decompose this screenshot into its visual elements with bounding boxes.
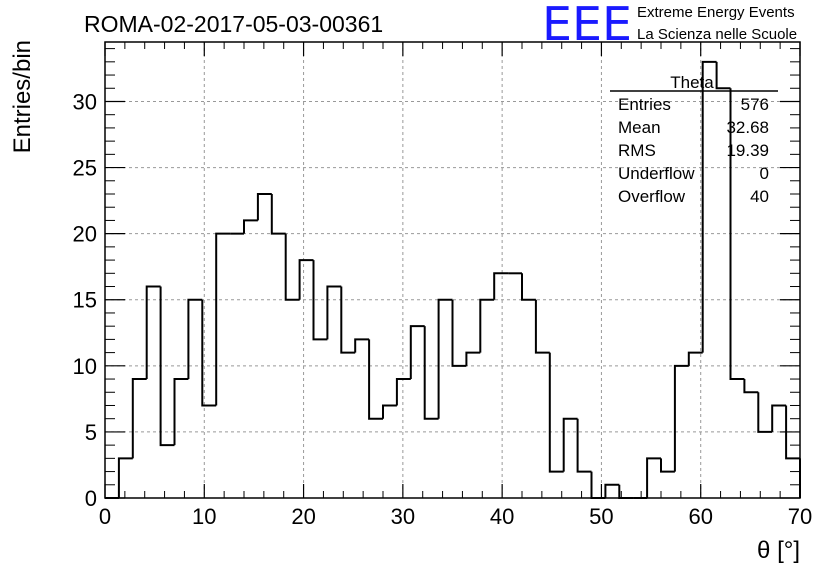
plot-frame bbox=[104, 41, 801, 499]
y-axis-label: Entries/bin bbox=[9, 40, 36, 153]
histogram-bin bbox=[743, 379, 759, 394]
histogram-bin bbox=[284, 233, 300, 301]
stats-row-value: 40 bbox=[750, 187, 769, 206]
x-tick-label: 70 bbox=[788, 504, 812, 529]
histogram-bin bbox=[687, 351, 703, 366]
histogram-bin bbox=[437, 298, 453, 419]
histogram-bin bbox=[465, 351, 481, 366]
histogram-bin bbox=[131, 378, 147, 459]
histogram-bin bbox=[187, 298, 203, 380]
histogram-bin bbox=[159, 286, 175, 447]
stats-row-label: Underflow bbox=[618, 164, 695, 183]
y-tick-label: 0 bbox=[85, 486, 97, 511]
y-tick-label: 30 bbox=[73, 89, 97, 114]
histogram-bin bbox=[660, 458, 675, 473]
stats-rows: Entries 576 Mean 32.68 RMS 19.39 Underflow 0 Ove… bbox=[618, 95, 769, 206]
stats-row-label: Mean bbox=[618, 118, 661, 137]
histogram-bin bbox=[117, 457, 133, 498]
histogram-bin bbox=[715, 61, 731, 90]
histogram-bin bbox=[771, 404, 787, 432]
histogram-bin bbox=[340, 286, 356, 354]
stats-box: Theta Entries 576 Mean 32.68 RMS 19.39 Underfl… bbox=[610, 73, 778, 206]
histogram-bin bbox=[312, 260, 328, 341]
x-tick-label: 0 bbox=[99, 504, 111, 529]
stats-row-label: RMS bbox=[618, 141, 656, 160]
histogram-bin bbox=[590, 471, 606, 499]
histogram-bars bbox=[105, 60, 801, 499]
y-tick-label: 25 bbox=[73, 156, 97, 181]
histogram-bin bbox=[382, 404, 397, 419]
x-tick-labels: 0 10 20 30 40 50 60 70 bbox=[99, 504, 812, 529]
histogram-bin bbox=[534, 299, 550, 354]
histogram-bin bbox=[368, 339, 383, 420]
x-tick-label: 20 bbox=[291, 504, 315, 529]
histogram-bin bbox=[493, 272, 509, 300]
eee-logo-line2: La Scienza nelle Scuole bbox=[637, 26, 797, 43]
histogram-bin bbox=[701, 60, 717, 353]
histogram-bin bbox=[673, 364, 689, 472]
histogram-bin bbox=[576, 418, 592, 473]
stats-row-value: 19.39 bbox=[726, 141, 769, 160]
run-title: ROMA-02-2017-05-03-00361 bbox=[84, 11, 383, 37]
histogram-bin bbox=[201, 299, 217, 407]
y-tick-label: 5 bbox=[85, 420, 97, 445]
histogram-bin bbox=[243, 219, 258, 234]
axis-ticks bbox=[104, 42, 801, 499]
grid-lines bbox=[105, 42, 800, 498]
histogram-bin bbox=[757, 392, 773, 433]
histogram-bin bbox=[298, 259, 314, 300]
stats-row-label: Overflow bbox=[618, 187, 686, 206]
histogram-bin bbox=[326, 285, 342, 340]
histogram-bin bbox=[354, 338, 370, 353]
x-tick-label: 40 bbox=[490, 504, 514, 529]
x-tick-label: 50 bbox=[589, 504, 613, 529]
eee-logo-mark: EEE bbox=[542, 0, 632, 51]
histogram-bin bbox=[256, 193, 272, 221]
x-tick-label: 60 bbox=[688, 504, 712, 529]
y-tick-labels: 0 5 10 15 20 25 30 bbox=[73, 89, 97, 511]
histogram-bin bbox=[173, 378, 189, 446]
stats-row-value: 0 bbox=[760, 164, 769, 183]
histogram-bin bbox=[409, 325, 425, 380]
stats-row-value: 32.68 bbox=[726, 118, 769, 137]
stats-title: Theta bbox=[670, 73, 714, 92]
histogram-bin bbox=[395, 378, 411, 406]
histogram-bin bbox=[521, 273, 536, 301]
histogram-bin bbox=[548, 352, 564, 473]
y-tick-label: 20 bbox=[73, 222, 97, 247]
stats-row-value: 576 bbox=[741, 95, 769, 114]
histogram-bin bbox=[729, 88, 745, 381]
histogram-bin bbox=[479, 298, 495, 353]
histogram-bin bbox=[215, 232, 231, 406]
x-axis-label: θ [°] bbox=[757, 537, 800, 564]
histogram-bin bbox=[270, 194, 286, 235]
y-tick-label: 10 bbox=[73, 354, 97, 379]
stats-row-label: Entries bbox=[618, 95, 671, 114]
histogram-bin bbox=[451, 299, 467, 367]
y-tick-label: 15 bbox=[73, 288, 97, 313]
x-tick-label: 10 bbox=[192, 504, 216, 529]
eee-logo: EEE Extreme Energy Events La Scienza nel… bbox=[542, 0, 797, 51]
histogram-bin bbox=[646, 457, 661, 498]
histogram-bin bbox=[604, 483, 620, 498]
histogram-bin bbox=[423, 326, 439, 420]
eee-logo-line1: Extreme Energy Events bbox=[637, 4, 795, 21]
histogram-bin bbox=[562, 417, 578, 472]
x-tick-label: 30 bbox=[391, 504, 415, 529]
histogram-bin bbox=[145, 285, 161, 380]
